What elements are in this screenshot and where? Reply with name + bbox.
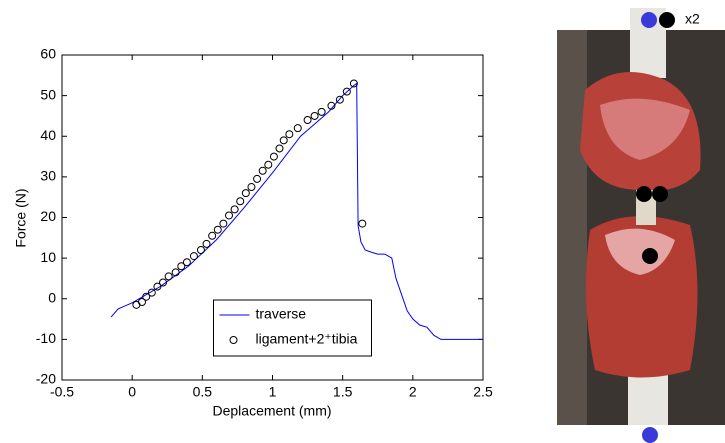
photo bbox=[557, 8, 725, 425]
point bbox=[327, 101, 336, 110]
marker bbox=[642, 427, 658, 443]
point bbox=[137, 298, 146, 306]
x-tick-label: 2.5 bbox=[473, 384, 493, 400]
point bbox=[264, 160, 273, 169]
point bbox=[247, 183, 256, 192]
legend-label: traverse bbox=[256, 306, 307, 322]
legend-label: ligament+2⁺tibia bbox=[256, 331, 358, 347]
marker bbox=[641, 12, 657, 28]
point bbox=[279, 136, 288, 145]
y-tick-label: 50 bbox=[40, 86, 56, 102]
point bbox=[159, 278, 168, 287]
x-tick-label: 0.5 bbox=[193, 384, 213, 400]
legend-box bbox=[213, 299, 372, 357]
legend-marker bbox=[229, 336, 238, 344]
y-tick-label: 10 bbox=[40, 249, 56, 265]
x-tick-label: 1.5 bbox=[333, 384, 353, 400]
point bbox=[293, 124, 302, 133]
point bbox=[189, 252, 198, 261]
y-tick-label: -10 bbox=[36, 330, 56, 346]
point bbox=[253, 174, 262, 183]
y-tick-label: 40 bbox=[40, 127, 56, 143]
point bbox=[317, 107, 326, 116]
point bbox=[335, 95, 344, 104]
point bbox=[349, 79, 358, 88]
y-tick-label: 20 bbox=[40, 208, 56, 224]
x-axis-label: Deplacement (mm) bbox=[212, 403, 331, 419]
point bbox=[164, 272, 173, 281]
y-tick-label: -20 bbox=[36, 371, 56, 387]
y-tick-label: 30 bbox=[40, 168, 56, 184]
point bbox=[182, 258, 191, 267]
marker bbox=[636, 186, 652, 202]
marker bbox=[652, 186, 668, 202]
point bbox=[147, 288, 156, 297]
line bbox=[110, 82, 483, 340]
point bbox=[171, 268, 180, 277]
marker bbox=[659, 12, 675, 28]
point bbox=[224, 211, 233, 220]
point bbox=[241, 189, 250, 198]
point bbox=[208, 231, 217, 240]
point bbox=[230, 205, 239, 214]
point bbox=[153, 282, 162, 291]
point bbox=[213, 225, 222, 234]
photo-label: x2 bbox=[685, 11, 700, 27]
point bbox=[303, 116, 312, 124]
point bbox=[202, 239, 211, 248]
point bbox=[285, 130, 294, 139]
point bbox=[342, 87, 351, 96]
point bbox=[219, 219, 228, 228]
point bbox=[275, 144, 284, 153]
y-tick-label: 0 bbox=[48, 289, 56, 305]
point bbox=[258, 166, 267, 175]
x-tick-label: 2 bbox=[409, 384, 417, 400]
x-tick-label: 1 bbox=[269, 384, 277, 400]
x-tick-label: -0.5 bbox=[50, 384, 74, 400]
y-axis-label: Force (N) bbox=[13, 188, 29, 247]
point bbox=[310, 111, 319, 120]
point bbox=[236, 197, 245, 206]
y-tick-label: 60 bbox=[40, 46, 56, 62]
point bbox=[358, 219, 367, 228]
x-tick-label: 0 bbox=[128, 384, 136, 400]
point bbox=[142, 292, 151, 301]
marker bbox=[642, 248, 658, 264]
point bbox=[196, 246, 205, 254]
point bbox=[177, 262, 186, 271]
point bbox=[269, 152, 278, 161]
